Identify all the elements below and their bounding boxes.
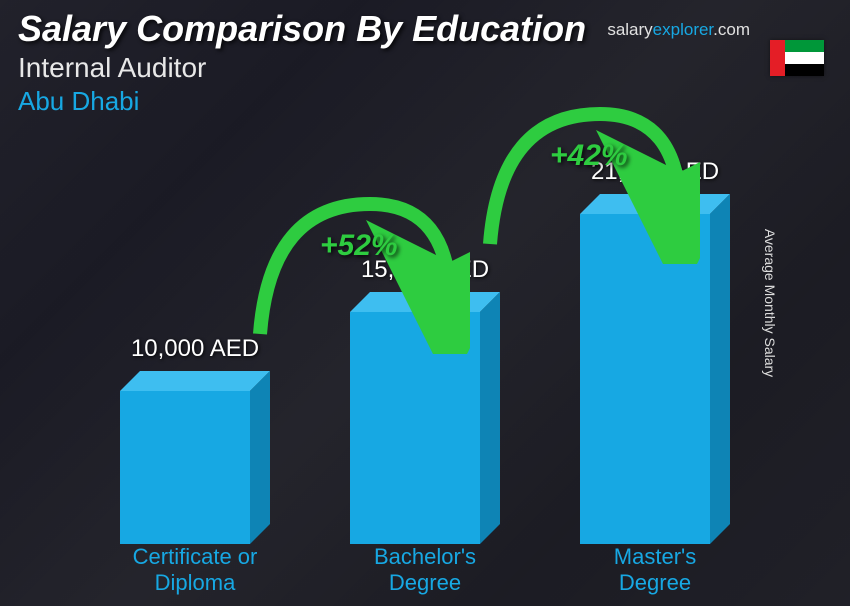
flag-stripe-white bbox=[785, 52, 824, 64]
flag-uae bbox=[770, 40, 824, 76]
source-suffix: .com bbox=[713, 20, 750, 39]
bar-side bbox=[480, 292, 500, 544]
percent-increase-label: +42% bbox=[550, 139, 628, 173]
bar-label: Master'sDegree bbox=[555, 544, 755, 596]
bar-top bbox=[120, 371, 270, 391]
chart-subtitle: Internal Auditor bbox=[18, 52, 586, 84]
flag-stripe-red bbox=[770, 40, 785, 76]
bar-front bbox=[120, 391, 250, 544]
bar-label: Certificate orDiploma bbox=[95, 544, 295, 596]
source-attribution: salaryexplorer.com bbox=[607, 20, 750, 40]
bar-label: Bachelor'sDegree bbox=[325, 544, 525, 596]
arrow-icon bbox=[470, 84, 700, 264]
chart-title: Salary Comparison By Education bbox=[18, 8, 586, 50]
bar-chart: 10,000 AED Certificate orDiploma 15,200 … bbox=[60, 124, 780, 594]
arrow-icon bbox=[240, 174, 470, 354]
percent-increase-label: +52% bbox=[320, 229, 398, 263]
bar-side bbox=[250, 371, 270, 544]
source-prefix: salary bbox=[607, 20, 652, 39]
source-accent: explorer bbox=[653, 20, 713, 39]
flag-stripe-black bbox=[785, 64, 824, 76]
flag-stripe-green bbox=[785, 40, 824, 52]
bar-side bbox=[710, 194, 730, 544]
